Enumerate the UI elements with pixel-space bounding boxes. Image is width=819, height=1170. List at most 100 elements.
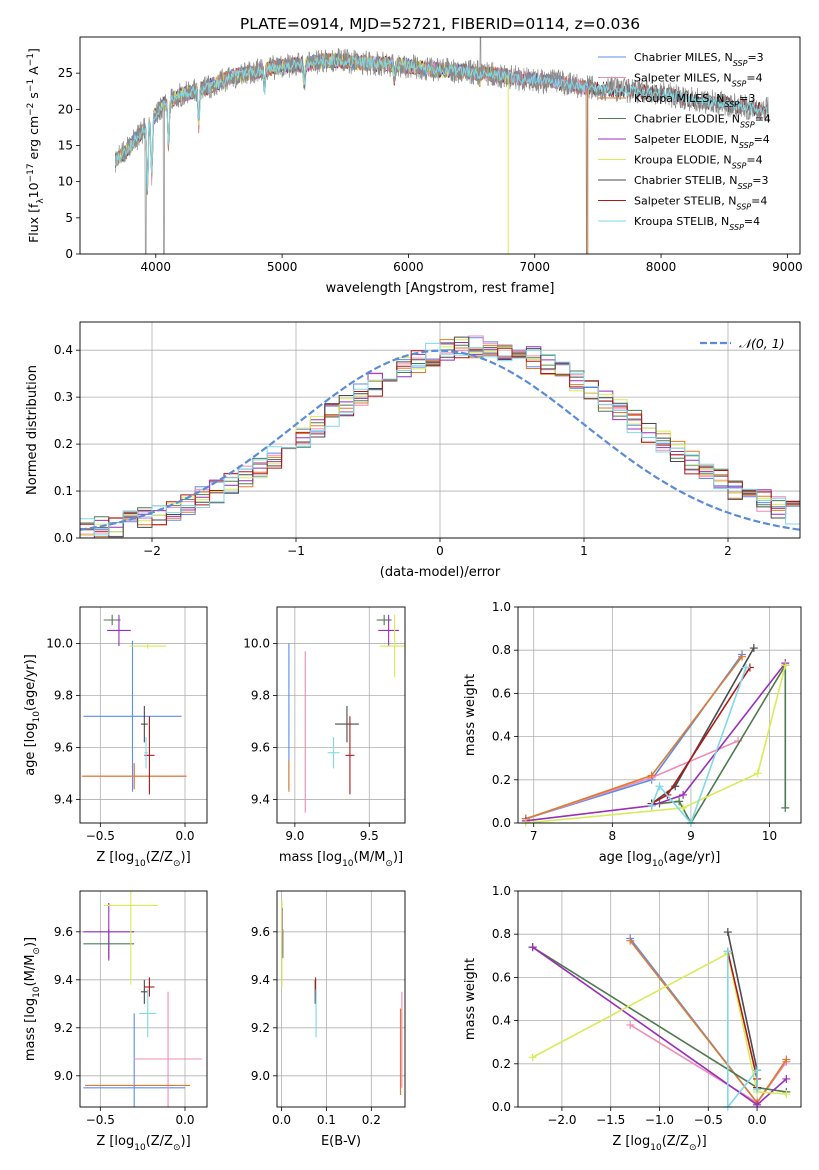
- weight-marker-salpeter-elodie: [528, 943, 537, 952]
- weight-marker-salpeter-elodie: [782, 1074, 791, 1083]
- y-axis-label: mass weight: [463, 958, 478, 1040]
- x-axis-label: (data-model)/error: [380, 565, 501, 580]
- x-tick-label: 1: [580, 544, 588, 558]
- y-tick-label: 0.8: [492, 643, 511, 657]
- axes-frame: [79, 36, 801, 255]
- axes-residuals: −2 −1 0 1 2 0.0 0.1 0.2 0.3 0.4: [54, 322, 800, 558]
- x-tick-label: −0.5: [86, 829, 115, 843]
- y-tick-label: 9.8: [54, 688, 73, 702]
- legend-n: =3: [752, 174, 768, 187]
- x-tick-label: −0.5: [86, 1113, 115, 1127]
- axes-frame: [517, 606, 802, 824]
- legend-label-chabrier-miles: Chabrier MILES, NSSP=3: [634, 51, 764, 68]
- legend-label-salpeter-stelib: Salpeter STELIB, NSSP=4: [634, 195, 767, 212]
- axes-mass_vs_Z: −0.5 0.0 9.0 9.2 9.4 9.6: [54, 891, 207, 1127]
- y-tick-label: 0.4: [492, 730, 511, 744]
- legend-n: =4: [746, 72, 762, 85]
- legend-sub: SSP: [724, 100, 739, 109]
- y-axis-label-part: s: [26, 92, 41, 103]
- x-tick-label: 6000: [393, 260, 424, 274]
- x-axis-label-part: )]: [393, 850, 403, 865]
- histogram-kroupa-stelib: [80, 342, 800, 538]
- y-tick-label: 1.0: [492, 884, 511, 898]
- y-tick-label: 0.6: [492, 686, 511, 700]
- legend-sub: SSP: [729, 223, 744, 232]
- y-axis-label-part: age [log: [23, 723, 38, 776]
- y-axis-label-part: 10: [26, 182, 41, 198]
- x-tick-label: 2: [724, 544, 732, 558]
- y-axis-label-part: 10: [32, 711, 42, 723]
- axes-frame: [276, 606, 406, 824]
- x-axis-label-part: ⊙: [173, 1143, 181, 1153]
- y-tick-label: 0.6: [492, 970, 511, 984]
- x-tick-label: 0.0: [748, 1113, 767, 1127]
- x-tick-label: 0.1: [317, 1113, 336, 1127]
- y-axis-label: mass [log10(M/M⊙)]: [23, 937, 42, 1061]
- y-tick-label: 0.2: [54, 437, 73, 451]
- y-axis-label-part: erg cm: [26, 116, 41, 164]
- x-tick-label: −1.5: [596, 1113, 625, 1127]
- y-axis-label: Flux [fλ10−17 erg cm−2 s−1 A−1]: [26, 48, 46, 243]
- y-tick-label: 9.4: [54, 973, 73, 987]
- x-tick-label: 7000: [519, 260, 550, 274]
- weight-marker-kroupa-miles: [738, 652, 747, 661]
- x-axis-label-part: 10: [134, 1143, 146, 1153]
- y-tick-label: 0.0: [492, 816, 511, 830]
- axes-age_vs_Z: −0.5 0.0 9.4 9.6 9.8 10.0: [46, 607, 207, 843]
- x-tick-label: −2.0: [547, 1113, 576, 1127]
- y-axis-label-part: (M/M: [23, 955, 38, 987]
- legend-n: =4: [744, 215, 760, 228]
- x-axis-label-part: wavelength [Angstrom, rest frame]: [326, 281, 555, 296]
- y-axis-label: Normed distribution: [25, 365, 40, 495]
- weight-marker-kroupa-stelib: [655, 782, 664, 791]
- weight-line-kroupa-stelib: [650, 667, 747, 823]
- x-tick-label: 9.5: [360, 829, 379, 843]
- legend-n: =4: [754, 133, 770, 146]
- y-tick-label: 0.4: [492, 1014, 511, 1028]
- legend-sub: SSP: [733, 59, 748, 68]
- x-axis-label-part: (age/yr)]: [663, 850, 720, 865]
- y-axis-label-part: mass [log: [23, 998, 38, 1061]
- x-axis-label: Z [log10(Z/Z⊙)]: [96, 1134, 190, 1153]
- x-axis-label-part: Z [log: [612, 1134, 650, 1149]
- x-axis-label-part: Z [log: [96, 850, 134, 865]
- x-tick-label: −0.5: [694, 1113, 723, 1127]
- gaussian-legend-label: 𝒩(0, 1): [739, 336, 785, 351]
- y-axis-label-part: ]: [26, 48, 41, 53]
- x-tick-label: 5000: [267, 260, 298, 274]
- x-axis-label-part: (Z/Z: [146, 850, 173, 865]
- weight-marker-kroupa-elodie: [528, 1053, 537, 1062]
- y-axis-label-part: mass weight: [463, 674, 478, 756]
- weight-marker-kroupa-stelib: [647, 801, 656, 810]
- weight-line-kroupa-miles: [525, 656, 743, 820]
- x-axis-label-part: )]: [697, 1134, 707, 1149]
- weight-marker-kroupa-elodie: [753, 769, 762, 778]
- weight-line-salpeter-elodie: [525, 662, 786, 822]
- y-axis-label-part: −1: [26, 53, 36, 66]
- y-tick-label: 0: [65, 247, 73, 261]
- y-tick-label: 9.2: [251, 1021, 270, 1035]
- x-tick-label: −1: [287, 544, 305, 558]
- weight-marker-kroupa-stelib: [741, 663, 750, 672]
- weight-marker-chabrier-stelib: [723, 928, 732, 937]
- y-tick-label: 10.0: [243, 636, 270, 650]
- x-axis-label-part: Z [log: [96, 1134, 134, 1149]
- y-tick-label: 9.0: [251, 1069, 270, 1083]
- axes-frame: [517, 890, 802, 1108]
- legend-sub: SSP: [740, 120, 755, 129]
- y-axis-label-part: λ: [36, 198, 46, 204]
- weight-marker-kroupa-stelib: [753, 1066, 762, 1075]
- x-axis-label-part: (Z/Z: [662, 1134, 689, 1149]
- x-tick-label: −1.0: [645, 1113, 674, 1127]
- x-axis-label-part: age [log: [599, 850, 652, 865]
- y-tick-label: 9.4: [54, 793, 73, 807]
- weight-line-kroupa-elodie: [532, 952, 787, 1095]
- y-tick-label: 25: [58, 66, 73, 80]
- y-tick-label: 10: [58, 175, 73, 189]
- y-axis-label-part: mass weight: [463, 958, 478, 1040]
- legend-label-kroupa-elodie: Kroupa ELODIE, NSSP=4: [634, 154, 763, 171]
- y-axis-label-part: −1: [26, 79, 36, 92]
- x-tick-label: 0.0: [175, 829, 194, 843]
- y-tick-label: 0.2: [492, 1057, 511, 1071]
- y-tick-label: 0.0: [54, 531, 73, 545]
